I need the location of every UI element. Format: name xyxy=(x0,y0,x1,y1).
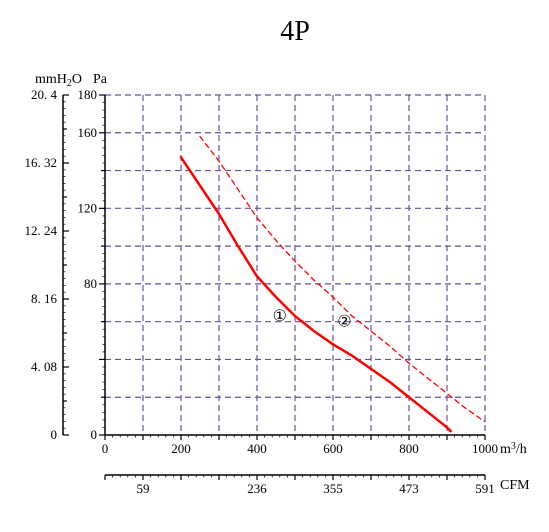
series-1-label: ① xyxy=(273,308,287,325)
xtick-m3h: 400 xyxy=(247,441,267,456)
xtick-cfm: 355 xyxy=(323,481,343,496)
y-axis-label-mmh2o: mmH2O xyxy=(35,72,82,89)
xtick-cfm: 591 xyxy=(475,481,495,496)
ytick-mmh2o: 16. 32 xyxy=(25,155,58,170)
x-axis-label-m3h: m3/h xyxy=(500,441,527,457)
ytick-pa: 180 xyxy=(78,87,98,102)
ytick-pa: 0 xyxy=(91,427,98,442)
ytick-mmh2o: 20. 4 xyxy=(31,87,58,102)
ytick-pa: 80 xyxy=(84,276,97,291)
series-1 xyxy=(181,157,451,431)
xtick-m3h: 800 xyxy=(399,441,419,456)
xtick-m3h: 1000 xyxy=(472,441,498,456)
series-2 xyxy=(200,137,485,422)
xtick-m3h: 600 xyxy=(323,441,343,456)
ytick-pa: 120 xyxy=(78,200,98,215)
xtick-m3h: 200 xyxy=(171,441,191,456)
y-axis-label-pa: Pa xyxy=(93,72,108,87)
ytick-pa: 160 xyxy=(78,125,98,140)
series-2-label: ② xyxy=(337,314,351,331)
xtick-cfm: 236 xyxy=(247,481,267,496)
xtick-cfm: 59 xyxy=(137,481,150,496)
fan-performance-chart: 4P 0 80 120 160 180 0 4. 08 8. 16 12. 24 16. 32 20.… xyxy=(0,0,549,532)
xtick-m3h: 0 xyxy=(102,441,109,456)
xtick-cfm: 473 xyxy=(399,481,419,496)
ytick-mmh2o: 0 xyxy=(51,427,58,442)
chart-title: 4P xyxy=(280,16,310,47)
ytick-mmh2o: 8. 16 xyxy=(31,291,58,306)
x-axis-label-cfm: CFM xyxy=(500,478,530,493)
ytick-mmh2o: 4. 08 xyxy=(31,359,57,374)
ytick-mmh2o: 12. 24 xyxy=(25,223,58,238)
